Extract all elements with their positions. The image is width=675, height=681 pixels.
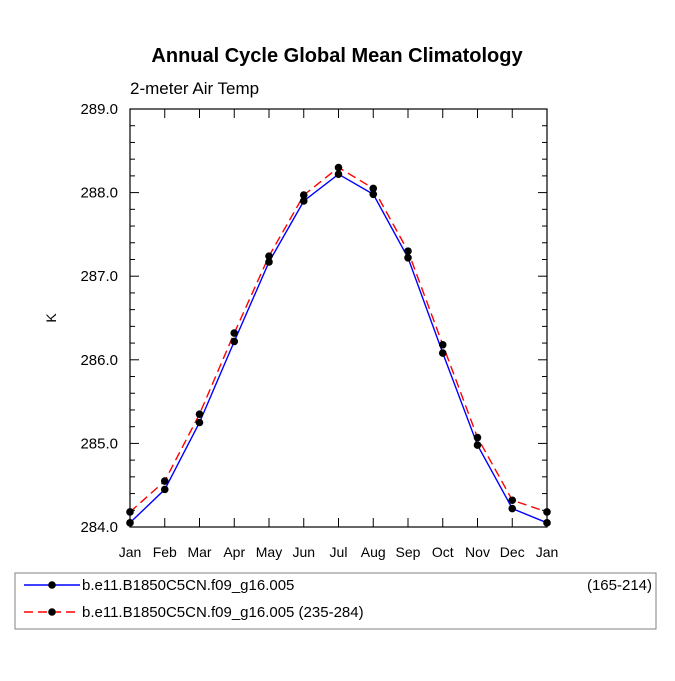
y-tick-label: 284.0	[80, 519, 118, 536]
series-1-point	[195, 418, 204, 427]
series-2-point	[473, 433, 482, 442]
series-1-point	[265, 258, 273, 266]
y-tick-label: 287.0	[80, 268, 118, 285]
series-1-point	[126, 519, 134, 527]
legend: b.e11.B1850C5CN.f09_g16.005 (165-214) b.e1…	[14, 572, 657, 630]
legend-swatch-marker-1	[48, 581, 56, 589]
series-1-point	[543, 519, 551, 527]
series-1-point	[230, 337, 239, 346]
series-1-point	[473, 441, 482, 449]
x-tick-label: Jul	[330, 544, 348, 560]
legend-entry-2: b.e11.B1850C5CN.f09_g16.005 (235-284)	[82, 604, 364, 621]
x-tick-label: Jan	[119, 544, 142, 560]
axes-layer: 284.0 285.0 286.0 287.0 288.0 289.0 Jan Feb Mar A…	[80, 101, 558, 560]
series-2-point	[438, 340, 447, 349]
series-2-point	[299, 191, 308, 199]
x-tick-label: Dec	[500, 544, 525, 560]
series-2-point	[195, 410, 204, 418]
x-tick-label: Nov	[465, 544, 490, 560]
legend-box	[14, 572, 657, 630]
series-1-point	[438, 349, 447, 357]
series-1-point	[160, 485, 169, 494]
x-tick-label: Aug	[361, 544, 386, 560]
x-tick-label: Jun	[292, 544, 315, 560]
series-1-point	[404, 254, 412, 262]
series-2-point	[334, 163, 343, 172]
series-line-2	[129, 166, 548, 513]
x-tick-label: Mar	[187, 544, 211, 560]
y-tick-label: 286.0	[80, 352, 118, 369]
legend-swatch-marker-2	[48, 608, 56, 616]
series-2-point	[126, 508, 134, 516]
series-1-point	[508, 504, 517, 513]
y-tick-label: 289.0	[80, 101, 118, 118]
y-tick-label: 288.0	[80, 185, 118, 202]
series-2-point	[508, 496, 517, 505]
x-tick-label: Oct	[432, 544, 454, 560]
series-2-point	[404, 247, 412, 255]
chart-title: Annual Cycle Global Mean Climatology	[151, 45, 523, 67]
series-layer	[126, 163, 551, 527]
x-tick-label: Sep	[396, 544, 421, 560]
series-1-point	[299, 197, 308, 205]
chart-subtitle: 2-meter Air Temp	[130, 79, 259, 98]
series-2-point	[265, 252, 273, 260]
series-2-point	[160, 477, 169, 485]
y-axis-label: K	[43, 313, 59, 323]
series-2-point	[543, 508, 551, 516]
x-tick-label: May	[256, 544, 282, 560]
series-2-point	[369, 184, 378, 193]
x-tick-label: Feb	[153, 544, 177, 560]
legend-entry-1: b.e11.B1850C5CN.f09_g16.005	[82, 577, 294, 594]
x-tick-label: Jan	[536, 544, 559, 560]
series-1-point	[369, 190, 378, 199]
y-tick-label: 285.0	[80, 435, 118, 452]
x-tick-label: Apr	[223, 544, 245, 560]
series-line-1	[129, 173, 548, 524]
series-1-point	[334, 170, 343, 179]
legend-entry-1-suffix: (165-214)	[587, 577, 652, 594]
series-2-point	[230, 329, 239, 337]
